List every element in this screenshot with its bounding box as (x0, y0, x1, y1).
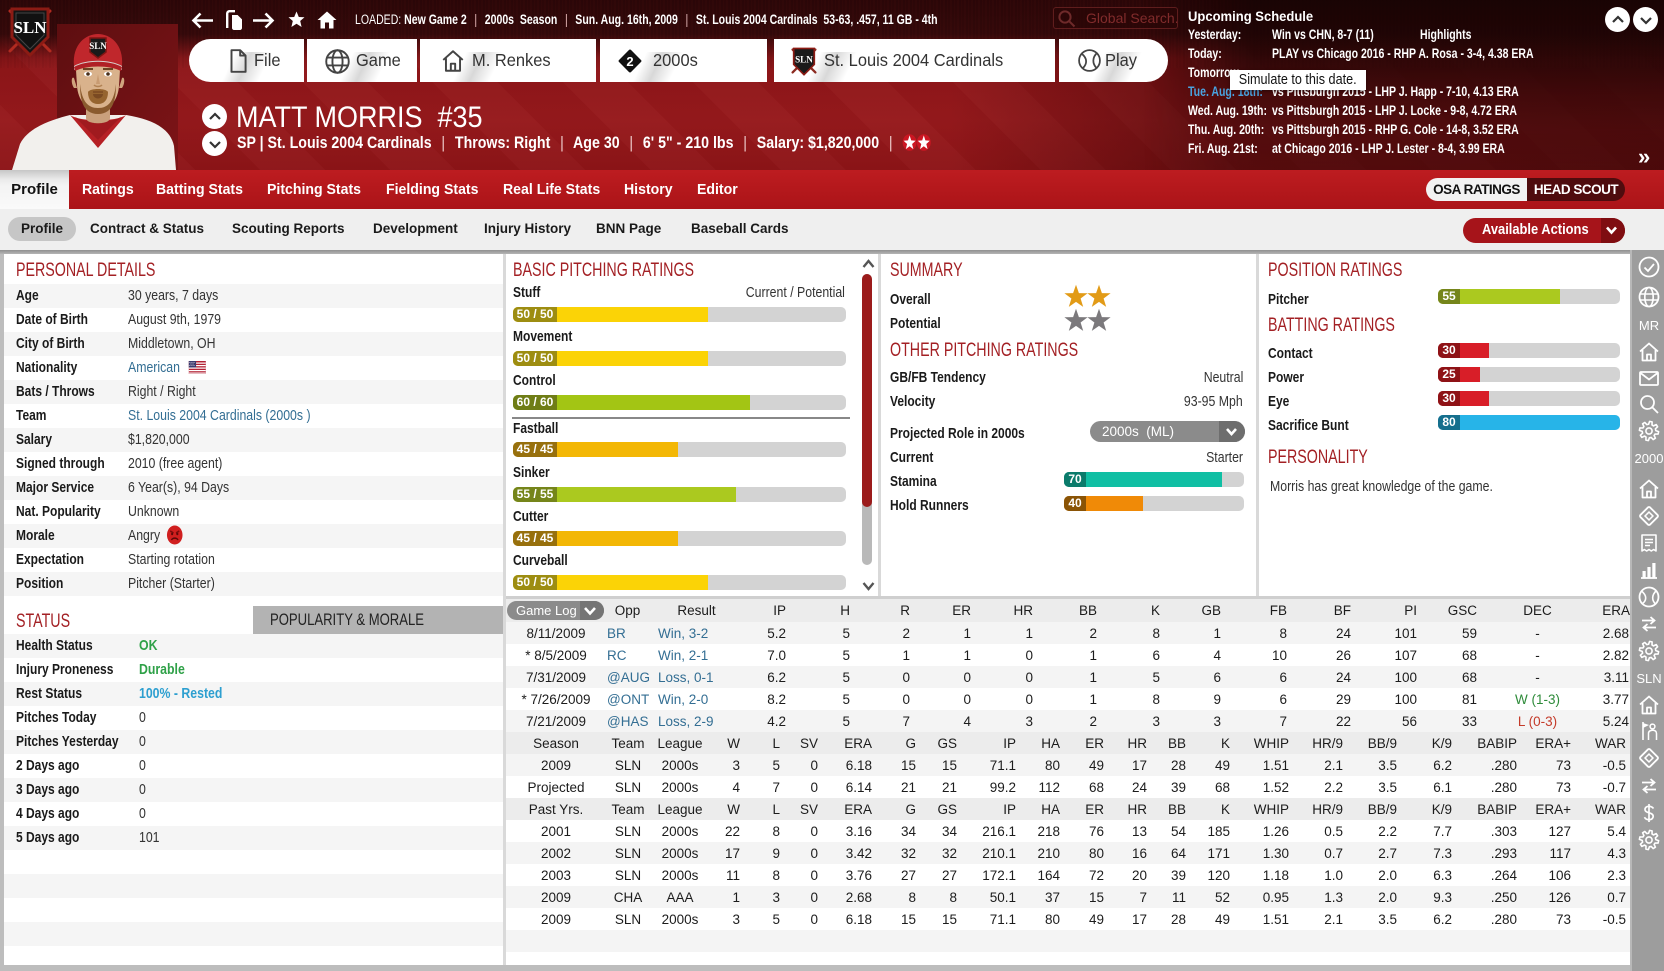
svg-text:SLN: SLN (795, 55, 813, 65)
svg-text:SLN: SLN (89, 41, 107, 51)
svg-text:2: 2 (626, 54, 633, 69)
svg-text:SLN: SLN (13, 18, 47, 37)
